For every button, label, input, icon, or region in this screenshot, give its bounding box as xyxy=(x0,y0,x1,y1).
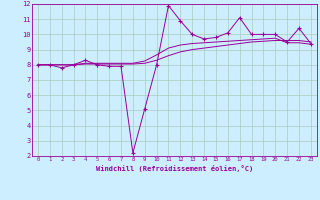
X-axis label: Windchill (Refroidissement éolien,°C): Windchill (Refroidissement éolien,°C) xyxy=(96,165,253,172)
